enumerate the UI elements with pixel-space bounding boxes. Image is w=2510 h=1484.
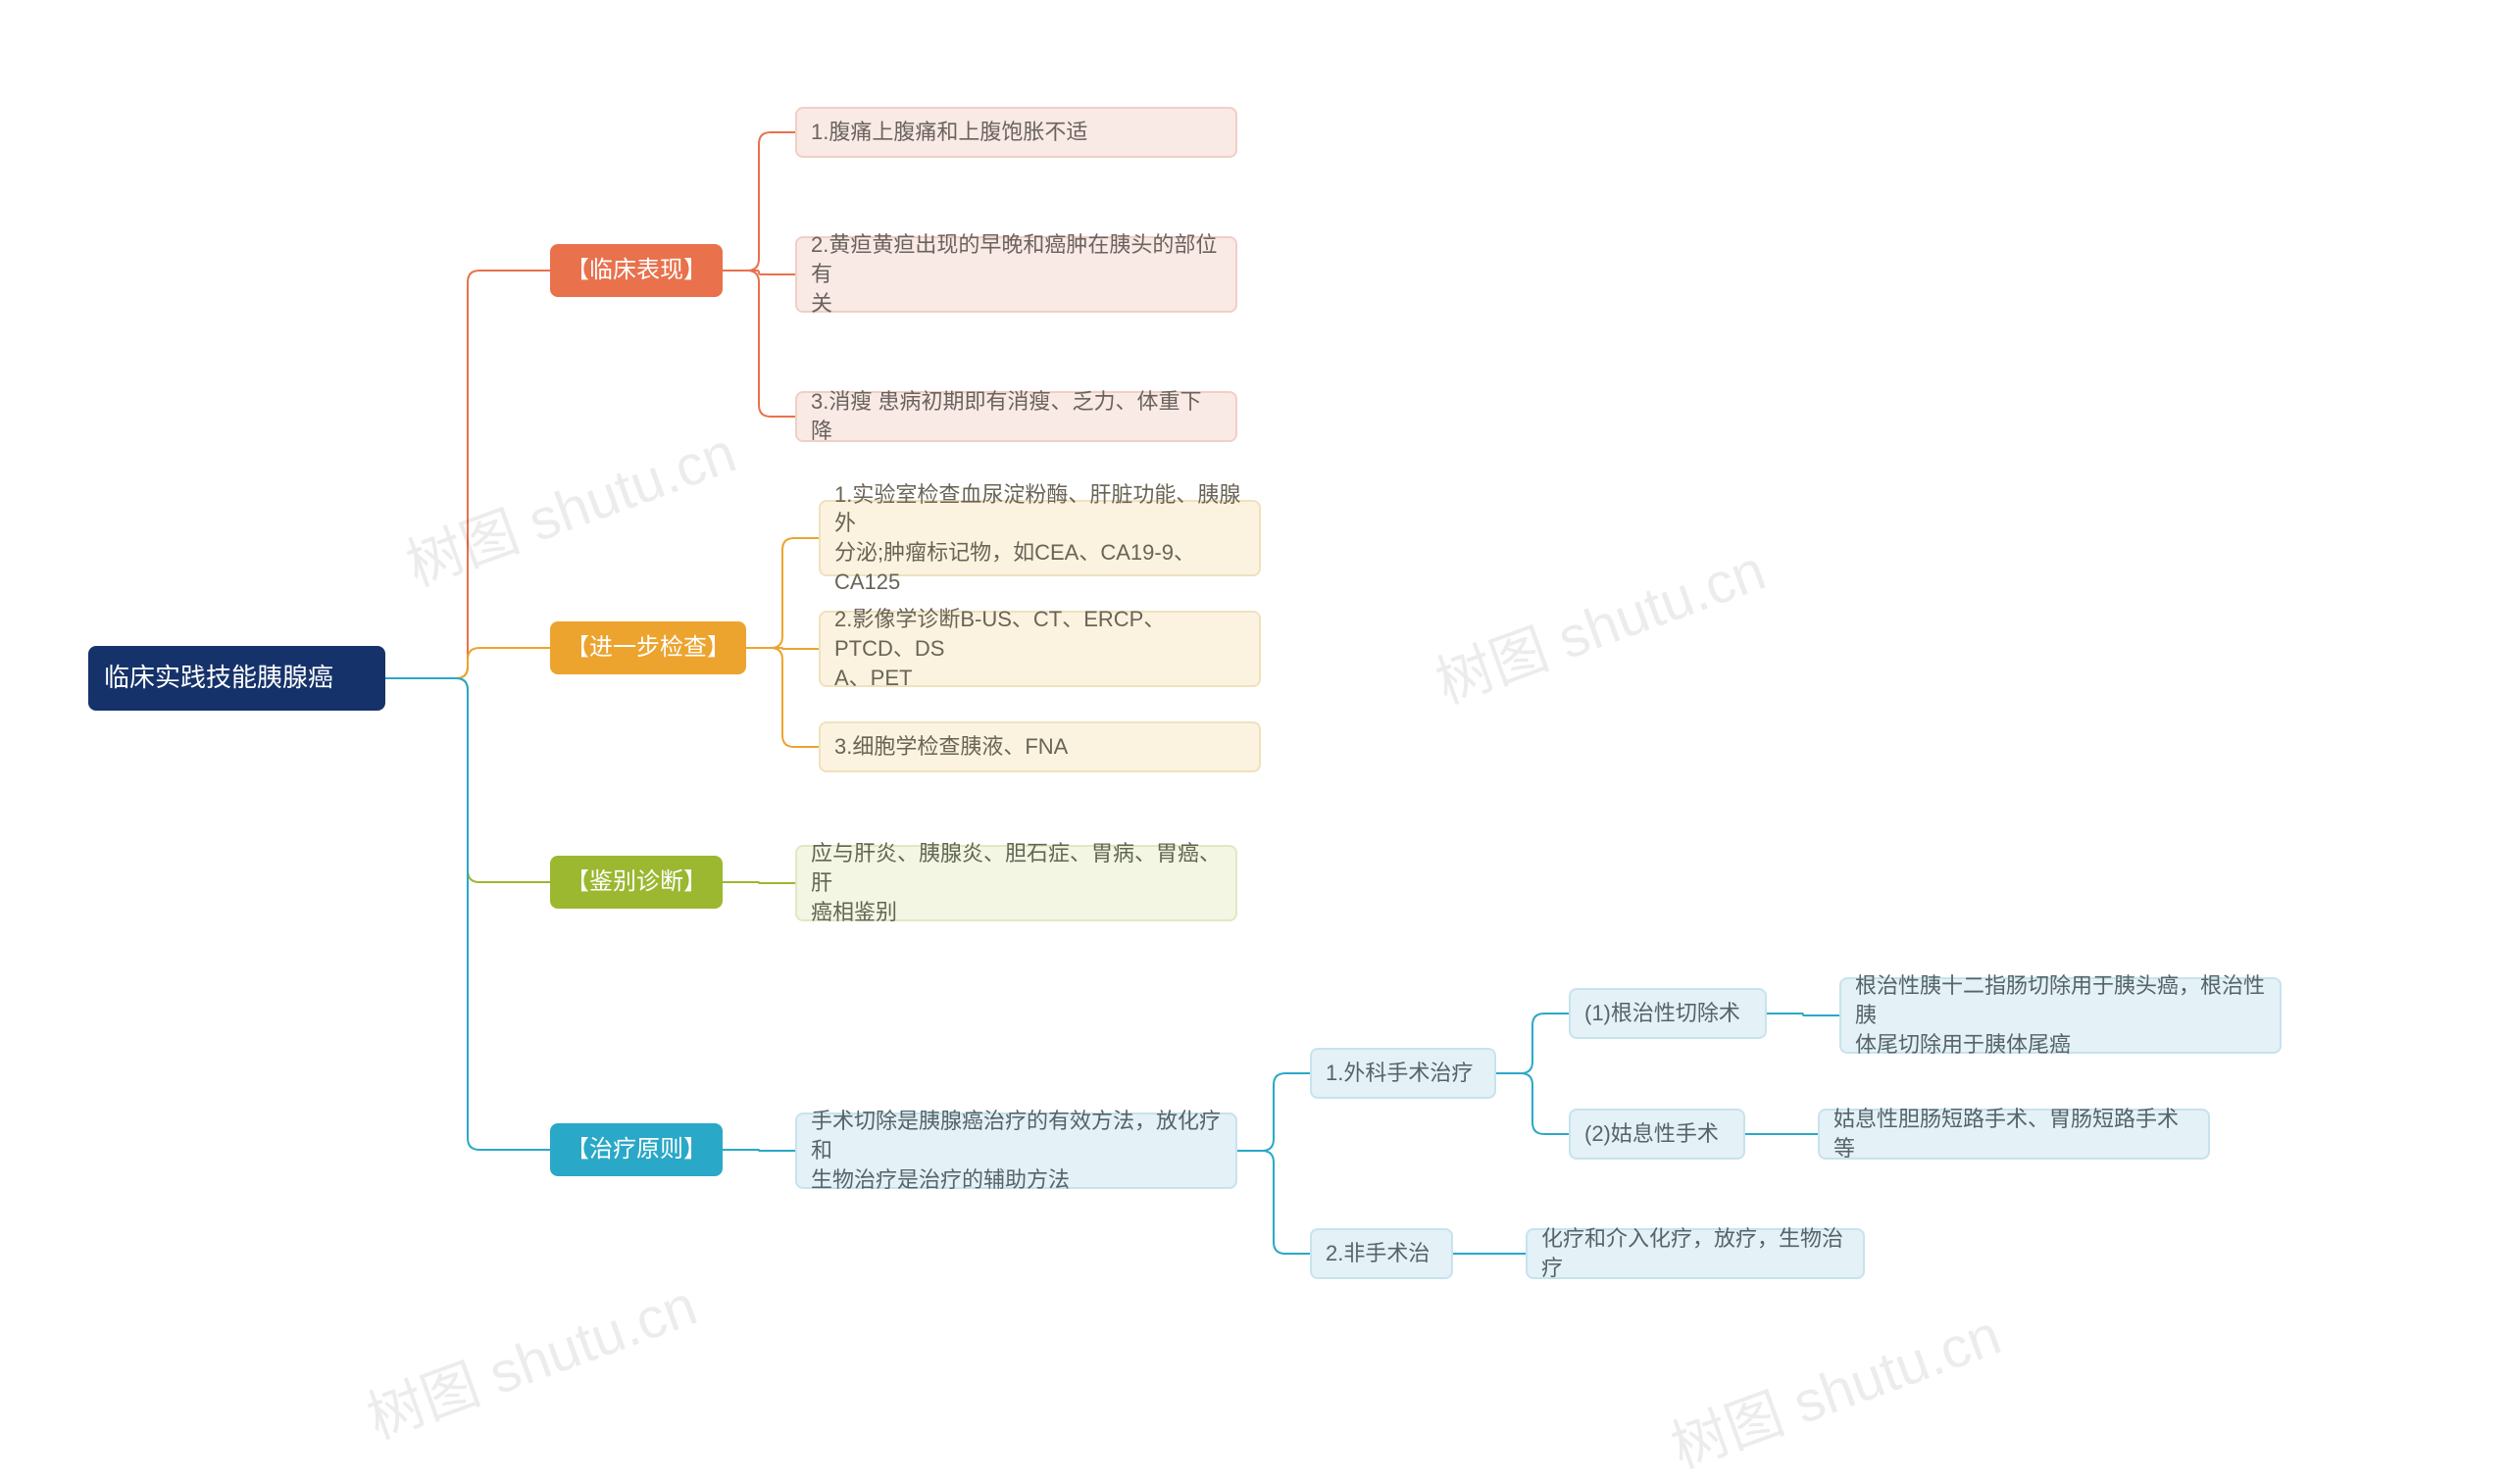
root-node: 临床实践技能胰腺癌	[88, 646, 385, 711]
watermark-1: 树图 shutu.cn	[1423, 524, 1775, 719]
leaf-clinical-0: 1.腹痛上腹痛和上腹饱胀不适	[795, 107, 1237, 158]
watermark-0: 树图 shutu.cn	[393, 407, 745, 602]
leaf-exam-0: 1.实验室检查血尿淀粉酶、肝脏功能、胰腺外 分泌;肿瘤标记物，如CEA、CA19…	[819, 500, 1261, 576]
branch-exam: 【进一步检查】	[550, 621, 746, 674]
sub-treat-0-0: (1)根治性切除术	[1569, 988, 1767, 1039]
leaf-clinical-1: 2.黄疸黄疸出现的早晚和癌肿在胰头的部位有 关	[795, 236, 1237, 313]
sub-treat-0-1: (2)姑息性手术	[1569, 1109, 1745, 1160]
leaf-exam-1: 2.影像学诊断B-US、CT、ERCP、PTCD、DS A、PET	[819, 611, 1261, 687]
watermark-3: 树图 shutu.cn	[1658, 1289, 2010, 1484]
leaf-treat-0: 手术切除是胰腺癌治疗的有效方法，放化疗和 生物治疗是治疗的辅助方法	[795, 1113, 1237, 1189]
branch-clinical: 【临床表现】	[550, 244, 723, 297]
leaf-diffdx-0: 应与肝炎、胰腺炎、胆石症、胃病、胃癌、肝 癌相鉴别	[795, 845, 1237, 921]
sub-treat-0-1-0: 姑息性胆肠短路手术、胃肠短路手术等	[1818, 1109, 2210, 1160]
branch-treat: 【治疗原则】	[550, 1123, 723, 1176]
sub-treat-0-0-0: 根治性胰十二指肠切除用于胰头癌，根治性胰 体尾切除用于胰体尾癌	[1839, 977, 2282, 1054]
sub-treat-0: 1.外科手术治疗	[1310, 1048, 1496, 1099]
leaf-clinical-2: 3.消瘦 患病初期即有消瘦、乏力、体重下降	[795, 391, 1237, 442]
branch-diffdx: 【鉴别诊断】	[550, 856, 723, 909]
watermark-2: 树图 shutu.cn	[354, 1260, 706, 1455]
leaf-exam-2: 3.细胞学检查胰液、FNA	[819, 721, 1261, 772]
sub-treat-1: 2.非手术治	[1310, 1228, 1453, 1279]
sub-treat-1-0: 化疗和介入化疗，放疗，生物治疗	[1526, 1228, 1865, 1279]
